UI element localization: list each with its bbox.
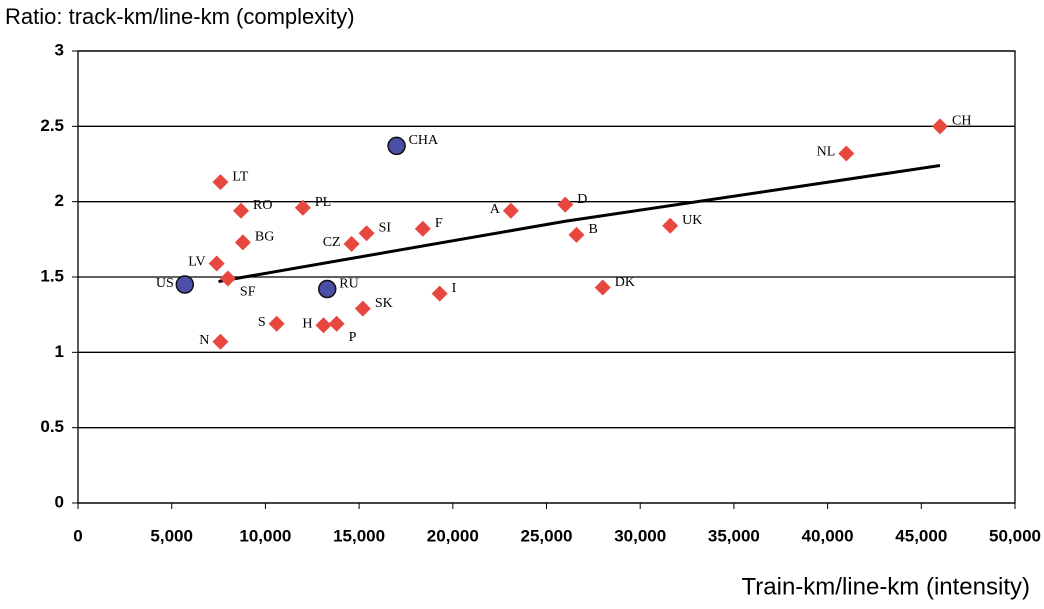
data-point xyxy=(234,234,251,251)
data-point xyxy=(431,285,448,302)
point-label: US xyxy=(156,276,174,291)
x-tick-label: 40,000 xyxy=(802,526,854,545)
point-label: A xyxy=(490,202,501,217)
point-label: N xyxy=(199,333,209,348)
x-tick-label: 50,000 xyxy=(989,526,1041,545)
y-tick-label: 1 xyxy=(55,342,64,361)
data-point xyxy=(212,333,229,350)
data-point xyxy=(502,202,519,219)
x-tick-label: 25,000 xyxy=(521,526,573,545)
data-point xyxy=(268,315,285,332)
point-label: D xyxy=(577,192,587,207)
data-point xyxy=(662,217,679,234)
data-point xyxy=(328,315,345,332)
data-point xyxy=(354,300,371,317)
point-label: P xyxy=(349,330,357,345)
point-label: B xyxy=(588,222,597,237)
point-label: PL xyxy=(315,195,331,210)
x-tick-label: 15,000 xyxy=(333,526,385,545)
point-label: F xyxy=(435,216,443,231)
data-point xyxy=(838,145,855,162)
point-label: I xyxy=(452,281,457,296)
y-tick-label: 2 xyxy=(55,191,64,210)
data-point xyxy=(594,279,611,296)
y-tick-label: 1.5 xyxy=(40,266,64,285)
x-axis-label: Train-km/line-km (intensity) xyxy=(742,573,1030,600)
plot-frame xyxy=(77,50,1016,504)
point-label: LV xyxy=(188,255,205,270)
point-label: S xyxy=(258,315,266,330)
data-point xyxy=(294,199,311,216)
y-tick-label: 0.5 xyxy=(40,417,64,436)
data-point xyxy=(175,275,195,294)
point-label: BG xyxy=(255,230,274,245)
point-label: CZ xyxy=(323,235,341,250)
x-tick-label: 45,000 xyxy=(895,526,947,545)
y-tick-label: 3 xyxy=(55,40,64,59)
point-label: SI xyxy=(379,221,392,236)
data-point xyxy=(932,118,949,135)
data-point xyxy=(387,136,406,156)
point-label: UK xyxy=(682,213,702,228)
point-label: RU xyxy=(339,276,358,291)
data-point xyxy=(343,235,360,252)
x-tick-label: 5,000 xyxy=(150,526,193,545)
y-tick-label: 0 xyxy=(55,492,64,511)
x-tick-label: 10,000 xyxy=(239,526,291,545)
point-label: RO xyxy=(253,198,272,213)
point-label: SF xyxy=(240,285,256,300)
point-label: LT xyxy=(232,169,248,184)
x-tick-label: 30,000 xyxy=(614,526,666,545)
point-label: SK xyxy=(375,296,393,311)
data-point xyxy=(568,226,585,243)
x-tick-label: 35,000 xyxy=(708,526,760,545)
data-point xyxy=(208,255,225,272)
trendline xyxy=(218,164,941,283)
x-tick-label: 20,000 xyxy=(427,526,479,545)
y-tick-label: 2.5 xyxy=(40,116,64,135)
data-point xyxy=(233,202,250,219)
point-label: CH xyxy=(952,114,971,129)
data-point xyxy=(557,196,574,213)
x-tick-label: 0 xyxy=(73,526,82,545)
point-label: CHA xyxy=(409,133,439,148)
data-point xyxy=(358,225,375,242)
data-point xyxy=(317,279,337,299)
point-label: H xyxy=(302,316,312,331)
point-label: NL xyxy=(817,145,836,160)
point-label: DK xyxy=(615,275,635,290)
data-point xyxy=(212,174,229,191)
data-point xyxy=(219,270,236,287)
data-point xyxy=(315,317,332,334)
chart-title: Ratio: track-km/line-km (complexity) xyxy=(5,4,355,29)
data-point xyxy=(414,220,431,237)
